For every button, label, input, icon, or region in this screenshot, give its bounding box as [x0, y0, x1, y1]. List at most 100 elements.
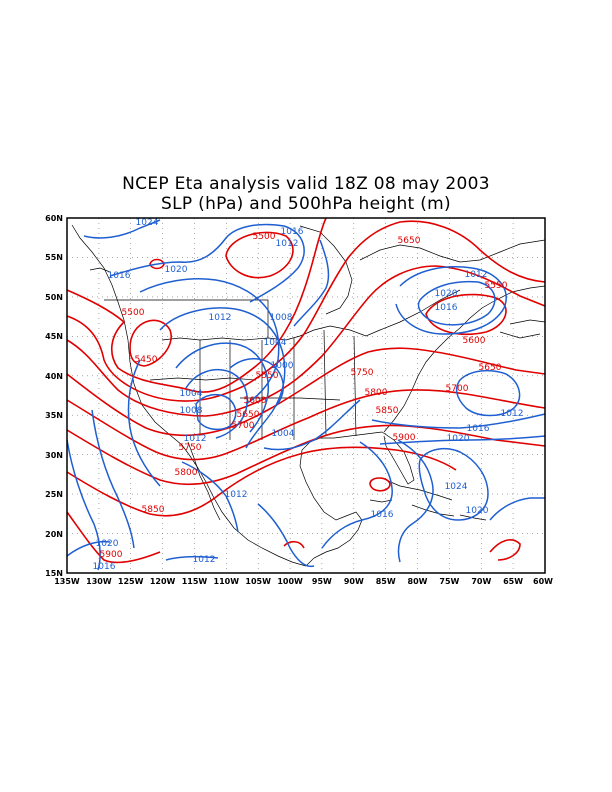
- lon-tick-label: 85W: [376, 577, 396, 586]
- slp-label: 1008: [180, 406, 203, 416]
- height-contour: [66, 446, 457, 517]
- height-label: 5650: [398, 236, 421, 246]
- slp-label: 1004: [272, 429, 295, 439]
- slp-contour: [181, 461, 239, 533]
- slp-contour: [91, 409, 135, 549]
- lat-tick-label: 30N: [45, 451, 63, 460]
- height-label: 5800: [365, 388, 388, 398]
- slp-label: 1004: [264, 338, 287, 348]
- slp-label: 1016: [467, 424, 490, 434]
- lon-tick-label: 130W: [86, 577, 112, 586]
- slp-label: 1016: [108, 271, 131, 281]
- slp-contour: [321, 441, 393, 549]
- lon-tick-label: 75W: [439, 577, 459, 586]
- lon-tick-label: 100W: [277, 577, 303, 586]
- title-line-2: SLP (hPa) and 500hPa height (m): [161, 194, 451, 214]
- height-contour: [66, 511, 161, 564]
- height-label: 5700: [446, 384, 469, 394]
- height-label: 5750: [179, 443, 202, 453]
- lon-tick-label: 135W: [54, 577, 80, 586]
- height-contours: [66, 217, 546, 564]
- height-label: 5600: [463, 336, 486, 346]
- height-contour: [129, 319, 172, 367]
- height-contour: [149, 258, 165, 270]
- slp-label: 1012: [184, 434, 207, 444]
- slp-label: 1000: [271, 361, 294, 371]
- lat-axis: 60N 55N 50N 45N 40N 35N 30N 25N 20N 15N: [45, 214, 63, 578]
- lat-tick-label: 35N: [45, 411, 63, 420]
- height-label: 5500: [122, 308, 145, 318]
- slp-contour: [379, 435, 546, 445]
- slp-label: 1012: [501, 409, 524, 419]
- graticule: [67, 218, 545, 573]
- lat-tick-label: 15N: [45, 569, 63, 578]
- lon-tick-label: 65W: [503, 577, 523, 586]
- lat-tick-label: 60N: [45, 214, 63, 223]
- slp-label: 1004: [180, 389, 203, 399]
- lon-tick-label: 125W: [118, 577, 144, 586]
- slp-contour: [127, 359, 161, 487]
- lon-tick-label: 110W: [214, 577, 240, 586]
- slp-label: 1024: [445, 482, 468, 492]
- slp-contour: [195, 393, 237, 431]
- slp-contour: [229, 358, 284, 407]
- height-contour: [66, 389, 546, 461]
- slp-contour: [371, 413, 546, 429]
- slp-contour: [175, 342, 270, 433]
- height-contour: [66, 347, 546, 437]
- lat-tick-label: 45N: [45, 332, 63, 341]
- slp-contour: [417, 280, 496, 326]
- slp-label: 1016: [281, 227, 304, 237]
- lon-axis: 135W 130W 125W 120W 115W 110W 105W 100W …: [54, 577, 553, 586]
- slp-contour: [397, 439, 434, 563]
- slp-contour: [66, 439, 101, 571]
- slp-label: 1012: [193, 555, 216, 565]
- lon-tick-label: 115W: [182, 577, 208, 586]
- slp-label: 1012: [276, 239, 299, 249]
- slp-contour: [489, 497, 545, 521]
- slp-contour: [66, 540, 111, 557]
- lon-tick-label: 90W: [344, 577, 364, 586]
- title-line-1: NCEP Eta analysis valid 18Z 08 may 2003: [122, 174, 490, 194]
- height-label: 5500: [253, 232, 276, 242]
- height-label: 5650: [479, 363, 502, 373]
- height-label: 5900: [393, 433, 416, 443]
- lon-tick-label: 95W: [312, 577, 332, 586]
- lat-tick-label: 40N: [45, 372, 63, 381]
- contour-labels: 1024 1016 1012 1020 1016 1012 1008 1004 …: [93, 218, 524, 572]
- slp-label: 1024: [136, 218, 159, 228]
- slp-contour: [293, 239, 330, 327]
- lat-tick-label: 25N: [45, 490, 63, 499]
- slp-label: 1016: [371, 510, 394, 520]
- slp-contours: [66, 219, 546, 571]
- lon-tick-label: 70W: [471, 577, 491, 586]
- map-panel: 1024 1016 1012 1020 1016 1012 1008 1004 …: [66, 217, 546, 574]
- height-label: 5700: [232, 421, 255, 431]
- slp-contour: [165, 555, 219, 561]
- height-label: 5550: [485, 281, 508, 291]
- slp-contour: [455, 369, 521, 417]
- map-frame: [66, 217, 546, 574]
- height-label: 5750: [351, 368, 374, 378]
- lon-tick-label: 120W: [150, 577, 176, 586]
- height-contour: [489, 539, 521, 561]
- lat-tick-label: 50N: [45, 293, 63, 302]
- slp-label: 1012: [209, 313, 232, 323]
- slp-contour: [159, 307, 286, 449]
- slp-label: 1008: [270, 313, 293, 323]
- slp-contour: [257, 503, 315, 568]
- height-label: 5900: [100, 550, 123, 560]
- height-label: 5600: [244, 396, 267, 406]
- height-label: 5450: [135, 355, 158, 365]
- height-contour: [425, 293, 507, 336]
- slp-contour: [185, 368, 248, 439]
- slp-label: 1020: [96, 539, 119, 549]
- slp-label: 1016: [435, 303, 458, 313]
- height-contour: [369, 477, 391, 492]
- slp-contour: [263, 399, 361, 451]
- height-contour: [66, 220, 546, 402]
- slp-contour: [395, 266, 507, 335]
- height-label: 5850: [142, 505, 165, 515]
- height-contour: [66, 265, 546, 417]
